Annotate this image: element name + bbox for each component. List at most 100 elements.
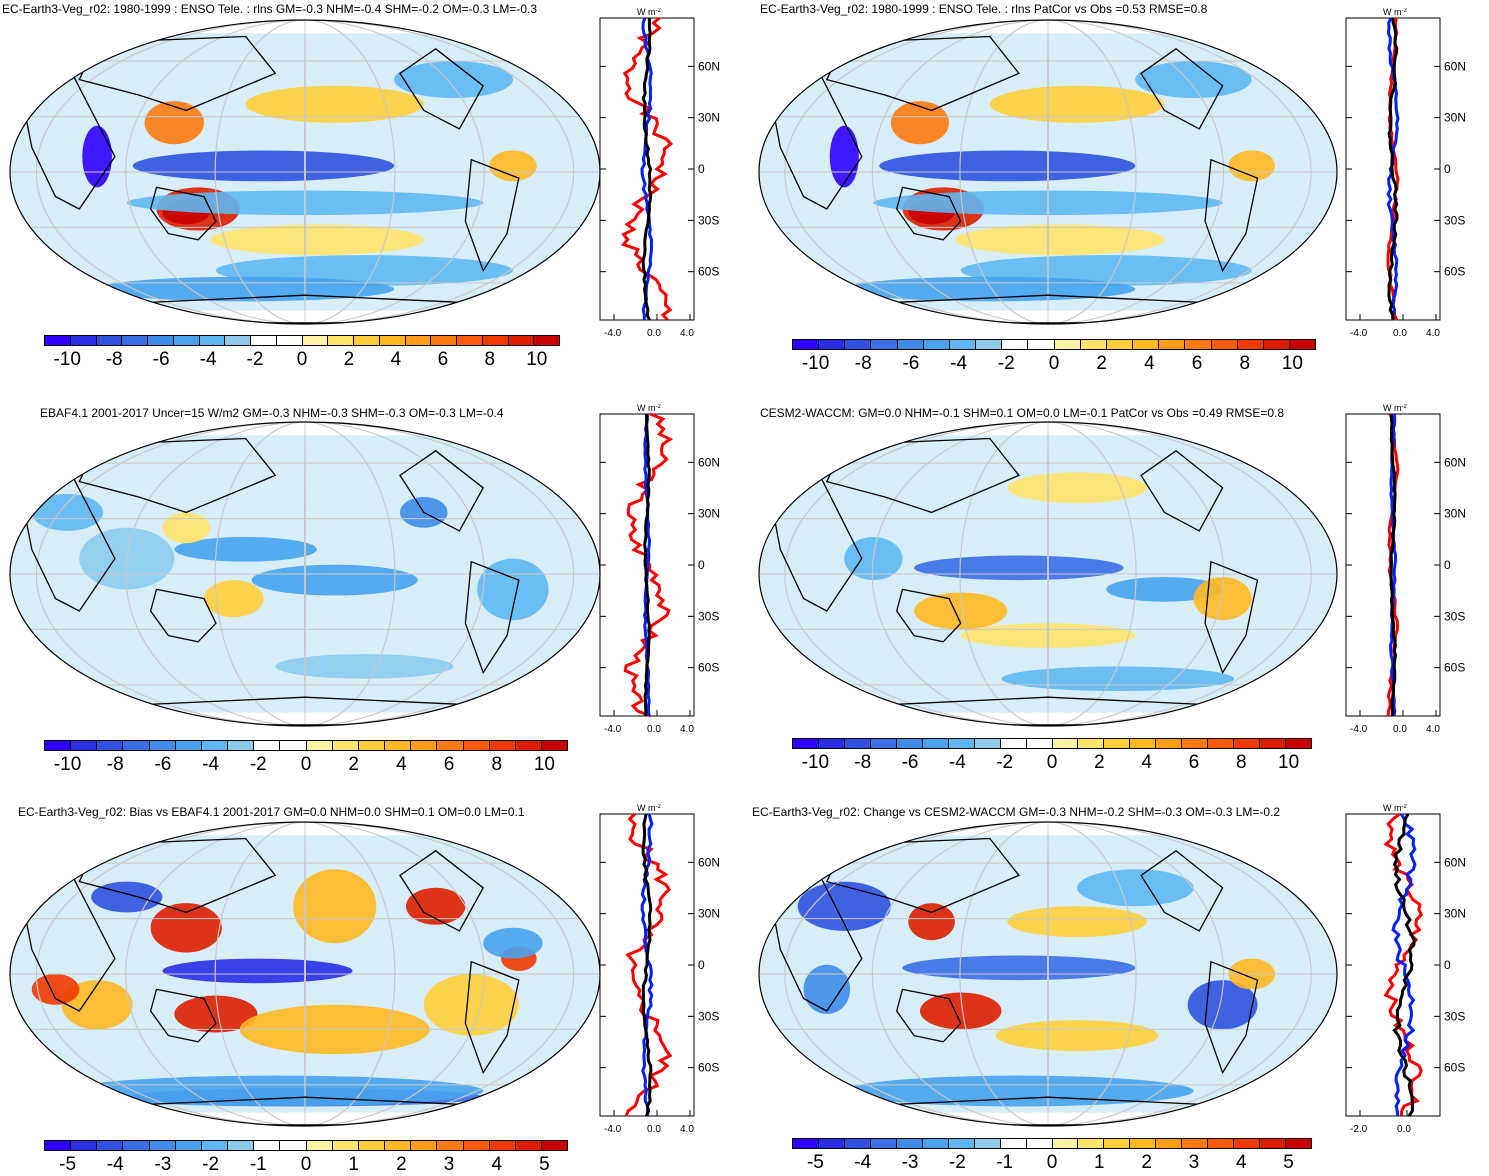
colorbar-swatch: [280, 741, 307, 750]
colorbar-swatch: [1159, 340, 1186, 349]
colorbar-swatches: [792, 1138, 1312, 1149]
map-panel: [758, 821, 1338, 1127]
colorbar-swatch: [437, 741, 464, 750]
colorbar-swatch: [71, 741, 98, 750]
colorbar-swatch: [358, 1141, 386, 1150]
colorbar-swatch: [489, 1141, 516, 1150]
colorbar-swatch: [870, 1139, 897, 1148]
map-panel: [758, 421, 1338, 727]
colorbar-swatches: [44, 1140, 568, 1151]
colorbar-tick-label: 3: [443, 1154, 455, 1175]
latitude-label: 0: [698, 958, 705, 972]
colorbar-tick-label: 10: [1278, 752, 1300, 773]
red-zonal-line: [1383, 812, 1424, 1117]
coastline: [895, 988, 962, 1043]
zonal-unit-label: W m-2: [1383, 404, 1407, 413]
panel-title: EC-Earth3-Veg_r02: Change vs CESM2-WACCM…: [752, 805, 1281, 819]
latitude-label: 30S: [698, 609, 719, 623]
colorbar: -10 -8 -6 -4 -2 0 2 4 6 8 10: [792, 339, 1316, 375]
field-anomaly: [67, 1075, 484, 1107]
latitude-label: 30N: [1444, 907, 1466, 921]
colorbar-swatch: [1286, 1139, 1312, 1148]
colorbar-tick-label: -4: [202, 754, 220, 775]
colorbar-tick-label: 1: [1094, 1152, 1105, 1173]
colorbar-swatch: [201, 1141, 229, 1150]
colorbar-swatch: [1260, 739, 1287, 748]
colorbar-tick-label: 0: [1046, 752, 1058, 773]
colorbar-swatch: [1156, 739, 1183, 748]
colorbar-tick-label: 0: [1046, 1152, 1058, 1173]
colorbar-tick-label: 8: [1239, 353, 1251, 374]
colorbar-swatch: [175, 741, 202, 750]
colorbar-swatch: [1000, 1139, 1027, 1148]
colorbar-tick-label: 2: [343, 349, 355, 370]
map-border: [758, 19, 1338, 325]
field-anomaly: [162, 512, 210, 544]
field-anomaly: [245, 85, 424, 123]
colorbar-swatch: [1078, 1139, 1105, 1148]
zonal-xtick-label: 0.0: [647, 328, 661, 339]
colorbar-tick-label: 2: [1141, 1152, 1152, 1173]
field-anomaly: [423, 974, 519, 1036]
field-anomaly: [483, 927, 543, 959]
colorbar-swatch: [71, 1141, 98, 1150]
colorbar-tick-label: -8: [105, 349, 123, 370]
graticule-line: [959, 20, 1137, 324]
colorbar-swatch: [1263, 340, 1290, 349]
colorbar-tick-label: -6: [902, 353, 920, 374]
field-anomaly: [902, 955, 1136, 981]
zonal-mean-plot: W m-2 60N 30N 0 30S 60S -4.0 0.0 4.0: [599, 804, 720, 1135]
colorbar-swatch: [457, 336, 483, 345]
graticule-line: [1047, 822, 1049, 1126]
colorbar-tick-label: -8: [854, 353, 872, 374]
latitude-label: 30S: [1444, 213, 1465, 227]
graticule-line: [214, 822, 396, 1126]
colorbar-tick-label: -10: [801, 353, 830, 374]
colorbar-swatch: [411, 1141, 438, 1150]
colorbar-tick-label: 4: [1235, 1152, 1247, 1173]
map-panel: [758, 19, 1338, 325]
zonal-mean-plot: W m-2 60N 30N 0 30S 60S -4.0 0.0 4.0: [599, 404, 720, 735]
colorbar-swatch: [1080, 340, 1107, 349]
latitude-label: 30S: [1444, 1009, 1465, 1023]
black-zonal-line: [1387, 17, 1399, 321]
colorbar-tick-label: -2: [997, 353, 1015, 374]
colorbar-tick-label: 6: [437, 349, 449, 370]
colorbar-swatch: [411, 741, 438, 750]
colorbar-swatch: [463, 741, 490, 750]
field-anomaly: [1077, 869, 1194, 907]
coastline: [78, 35, 277, 112]
zonal-unit-label: W m-2: [1383, 8, 1407, 17]
zonal-xtick-label: 0.0: [1393, 328, 1407, 339]
coastline: [825, 837, 1020, 914]
colorbar-swatch: [280, 1141, 307, 1150]
colorbar-swatch: [508, 336, 535, 345]
field-anomaly: [405, 887, 466, 925]
colorbar-swatches: [792, 738, 1312, 749]
graticule-line: [871, 422, 1225, 726]
map-panel: [9, 19, 601, 325]
map-border: [758, 421, 1338, 727]
colorbar-swatch: [1104, 1139, 1131, 1148]
field-anomaly: [204, 580, 264, 618]
field-anomaly: [1007, 906, 1147, 938]
colorbar-tick-label: -6: [901, 752, 919, 773]
coastline: [1140, 849, 1224, 932]
zonal-mean-plot: W m-2 60N 30N 0 30S 60S -4.0 0.0 4.0: [599, 8, 720, 339]
colorbar-swatch: [306, 1141, 333, 1150]
colorbar-tick-label: -4: [199, 349, 217, 370]
latitude-label: 0: [698, 558, 705, 572]
graticule-line: [304, 422, 306, 726]
colorbar-tick-label: -2: [996, 752, 1014, 773]
coastline: [825, 437, 1020, 514]
colorbar-swatch: [1182, 739, 1209, 748]
colorbar-swatch: [974, 739, 1001, 748]
colorbar-swatch: [1026, 1139, 1053, 1148]
colorbar-swatch: [923, 340, 950, 349]
colorbar-swatch: [328, 336, 354, 345]
colorbar-swatch: [149, 741, 176, 750]
colorbar-swatch: [97, 741, 124, 750]
field-anomaly: [1001, 666, 1235, 692]
latitude-label: 30N: [698, 907, 720, 921]
field-anomaly: [890, 101, 950, 145]
